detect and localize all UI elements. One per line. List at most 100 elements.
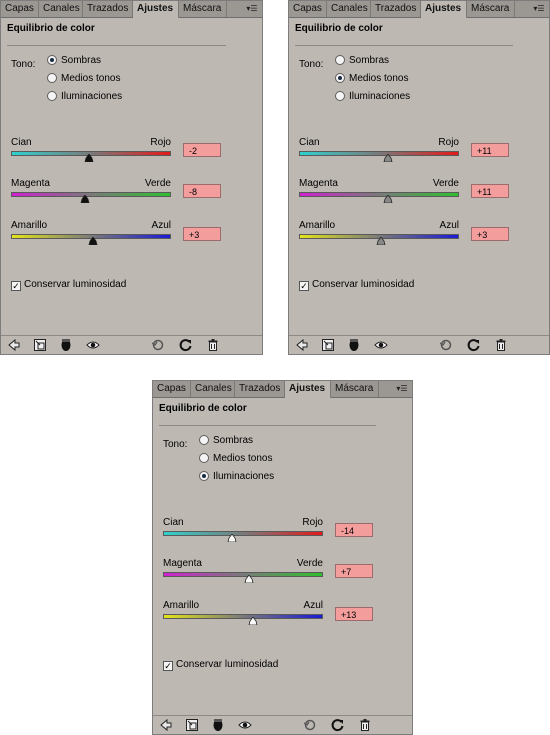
radio-medios-tonos[interactable]: Medios tonos bbox=[199, 452, 272, 466]
panel-menu-icon[interactable]: ▾☰ bbox=[396, 384, 408, 393]
tab-mascara[interactable]: Máscara bbox=[331, 381, 379, 397]
reset-rotate-icon[interactable] bbox=[467, 338, 481, 352]
trash-icon[interactable] bbox=[206, 338, 220, 352]
magenta-verde-value-input[interactable]: +11 bbox=[471, 184, 509, 198]
cian-rojo-value-input[interactable]: +11 bbox=[471, 143, 509, 157]
radio-iluminaciones[interactable]: Iluminaciones bbox=[47, 90, 122, 104]
slider-right-label: Rojo bbox=[150, 137, 171, 148]
slider-thumb[interactable] bbox=[227, 534, 237, 542]
visibility-eye-icon[interactable] bbox=[238, 718, 252, 732]
reset-view-icon[interactable] bbox=[303, 718, 317, 732]
preserve-luminosity-checkbox[interactable]: ✓ bbox=[11, 281, 21, 291]
mask-clip-icon[interactable] bbox=[59, 338, 73, 352]
radio-medios-tonos[interactable]: Medios tonos bbox=[335, 72, 408, 86]
magenta-verde-value-input[interactable]: +7 bbox=[335, 564, 373, 578]
radio-button[interactable] bbox=[47, 73, 57, 83]
tab-capas[interactable]: Capas bbox=[1, 1, 39, 17]
panel-menu-icon[interactable]: ▾☰ bbox=[246, 4, 258, 13]
slider-track[interactable] bbox=[163, 531, 323, 536]
mask-clip-icon[interactable] bbox=[211, 718, 225, 732]
panel-tab-bar: Capas Canales Trazados Ajustes Máscara ▾… bbox=[1, 1, 262, 18]
tab-canales[interactable]: Canales bbox=[39, 1, 83, 17]
trash-icon[interactable] bbox=[358, 718, 372, 732]
tab-trazados[interactable]: Trazados bbox=[235, 381, 285, 397]
radio-sombras[interactable]: Sombras bbox=[335, 54, 389, 68]
tab-canales[interactable]: Canales bbox=[327, 1, 371, 17]
panel-menu-icon[interactable]: ▾☰ bbox=[533, 4, 545, 13]
slider-track[interactable] bbox=[299, 234, 459, 239]
radio-iluminaciones[interactable]: Iluminaciones bbox=[335, 90, 410, 104]
slider-track[interactable] bbox=[299, 151, 459, 156]
reset-rotate-icon[interactable] bbox=[179, 338, 193, 352]
radio-medios-tonos[interactable]: Medios tonos bbox=[47, 72, 120, 86]
slider-left-label: Magenta bbox=[299, 178, 338, 189]
cian-rojo-value-input[interactable]: -14 bbox=[335, 523, 373, 537]
expand-view-icon[interactable] bbox=[185, 718, 199, 732]
tone-label: Tono: bbox=[299, 59, 324, 70]
tab-mascara[interactable]: Máscara bbox=[467, 1, 515, 17]
color-balance-panel-midtones: Capas Canales Trazados Ajustes Máscara ▾… bbox=[288, 0, 550, 355]
slider-track[interactable] bbox=[163, 614, 323, 619]
preserve-luminosity-option[interactable]: ✓ Conservar luminosidad bbox=[299, 279, 414, 291]
mask-clip-icon[interactable] bbox=[347, 338, 361, 352]
preserve-luminosity-option[interactable]: ✓ Conservar luminosidad bbox=[11, 279, 126, 291]
tab-capas[interactable]: Capas bbox=[289, 1, 327, 17]
radio-iluminaciones[interactable]: Iluminaciones bbox=[199, 470, 274, 484]
slider-thumb[interactable] bbox=[244, 575, 254, 583]
title-divider bbox=[295, 45, 513, 46]
reset-view-icon[interactable] bbox=[151, 338, 165, 352]
tab-ajustes[interactable]: Ajustes bbox=[133, 1, 179, 18]
slider-track[interactable] bbox=[163, 572, 323, 577]
slider-thumb[interactable] bbox=[376, 237, 386, 245]
trash-icon[interactable] bbox=[494, 338, 508, 352]
tab-ajustes[interactable]: Ajustes bbox=[421, 1, 467, 18]
radio-button[interactable] bbox=[199, 453, 209, 463]
back-arrow-icon[interactable] bbox=[7, 338, 21, 352]
back-arrow-icon[interactable] bbox=[159, 718, 173, 732]
expand-view-icon[interactable] bbox=[321, 338, 335, 352]
title-divider bbox=[159, 425, 376, 426]
tab-mascara[interactable]: Máscara bbox=[179, 1, 227, 17]
reset-rotate-icon[interactable] bbox=[331, 718, 345, 732]
slider-thumb[interactable] bbox=[88, 237, 98, 245]
radio-button[interactable] bbox=[335, 55, 345, 65]
tab-capas[interactable]: Capas bbox=[153, 381, 191, 397]
slider-track[interactable] bbox=[299, 192, 459, 197]
tab-canales[interactable]: Canales bbox=[191, 381, 235, 397]
amarillo-azul-value-input[interactable]: +3 bbox=[183, 227, 221, 241]
radio-sombras[interactable]: Sombras bbox=[47, 54, 101, 68]
magenta-verde-value-input[interactable]: -8 bbox=[183, 184, 221, 198]
visibility-eye-icon[interactable] bbox=[86, 338, 100, 352]
radio-button[interactable] bbox=[47, 55, 57, 65]
tab-trazados[interactable]: Trazados bbox=[371, 1, 421, 17]
radio-button[interactable] bbox=[47, 91, 57, 101]
reset-view-icon[interactable] bbox=[439, 338, 453, 352]
radio-sombras[interactable]: Sombras bbox=[199, 434, 253, 448]
cian-rojo-value-input[interactable]: -2 bbox=[183, 143, 221, 157]
visibility-eye-icon[interactable] bbox=[374, 338, 388, 352]
radio-button[interactable] bbox=[199, 435, 209, 445]
back-arrow-icon[interactable] bbox=[295, 338, 309, 352]
slider-thumb[interactable] bbox=[383, 195, 393, 203]
slider-thumb[interactable] bbox=[80, 195, 90, 203]
radio-button[interactable] bbox=[335, 73, 345, 83]
amarillo-azul-value-input[interactable]: +13 bbox=[335, 607, 373, 621]
radio-button[interactable] bbox=[335, 91, 345, 101]
slider-track[interactable] bbox=[11, 192, 171, 197]
preserve-luminosity-option[interactable]: ✓ Conservar luminosidad bbox=[163, 659, 278, 671]
slider-cian-rojo: Cian Rojo bbox=[163, 517, 323, 547]
slider-track[interactable] bbox=[11, 234, 171, 239]
expand-view-icon[interactable] bbox=[33, 338, 47, 352]
preserve-luminosity-checkbox[interactable]: ✓ bbox=[299, 281, 309, 291]
amarillo-azul-value-input[interactable]: +3 bbox=[471, 227, 509, 241]
panel-title: Equilibrio de color bbox=[159, 403, 247, 414]
tab-ajustes[interactable]: Ajustes bbox=[285, 381, 331, 398]
radio-label: Medios tonos bbox=[61, 73, 121, 84]
preserve-luminosity-checkbox[interactable]: ✓ bbox=[163, 661, 173, 671]
tab-trazados[interactable]: Trazados bbox=[83, 1, 133, 17]
slider-thumb[interactable] bbox=[248, 617, 258, 625]
slider-thumb[interactable] bbox=[84, 154, 94, 162]
radio-button[interactable] bbox=[199, 471, 209, 481]
slider-thumb[interactable] bbox=[383, 154, 393, 162]
slider-magenta-verde: Magenta Verde bbox=[11, 178, 171, 208]
